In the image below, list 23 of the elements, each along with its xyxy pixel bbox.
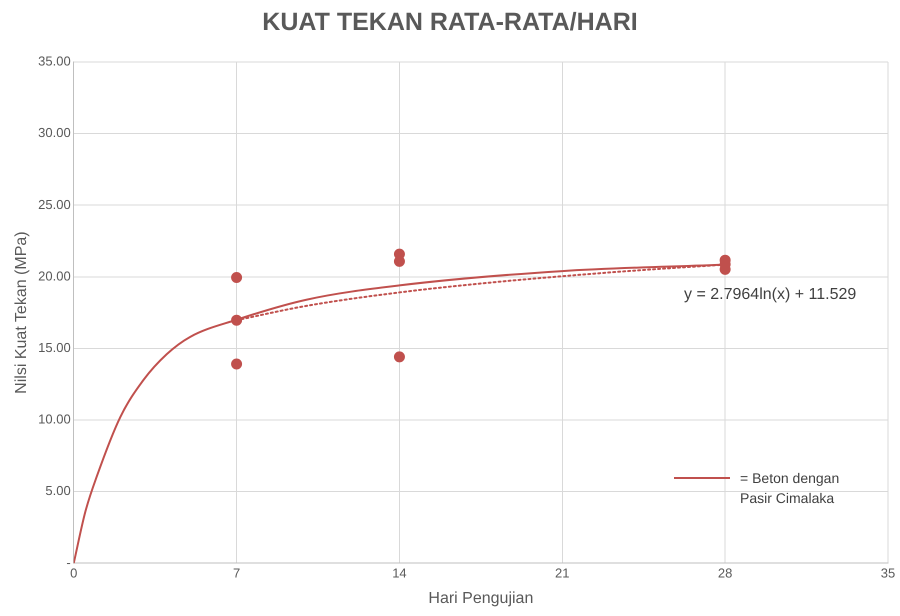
y-tick-label: 10.00 [38,412,71,427]
y-tick-label: - [66,554,71,570]
x-tick-label: 21 [555,566,570,581]
y-tick-label: 5.00 [45,483,71,498]
y-tick-label: 15.00 [38,340,71,355]
y-tick-label: 30.00 [38,125,71,140]
x-axis-title: Hari Pengujian [428,590,534,607]
y-tick-label: 35.00 [38,54,71,69]
x-tick-label: 14 [392,566,407,581]
annotation: y = 2.7964ln(x) + 11.529 [684,286,856,304]
point [394,351,405,362]
chart-title: KUAT TEKAN RATA-RATA/HARI [261,8,639,37]
x-tick-label: 0 [70,566,78,581]
x-tick-label: 35 [880,566,896,581]
x-tick-label: 7 [232,566,240,581]
x-tick-label: 28 [718,566,732,581]
y-tick-label: 25.00 [38,196,71,212]
y-tick-label: 20.00 [38,268,71,284]
y-axis-title: Nilsi Kuat Tekan (MPa) [13,231,30,394]
point [231,272,242,284]
legend-label: = Beton dengan Pasir Cimalaka [740,469,840,508]
point [231,314,242,326]
point [231,358,242,370]
